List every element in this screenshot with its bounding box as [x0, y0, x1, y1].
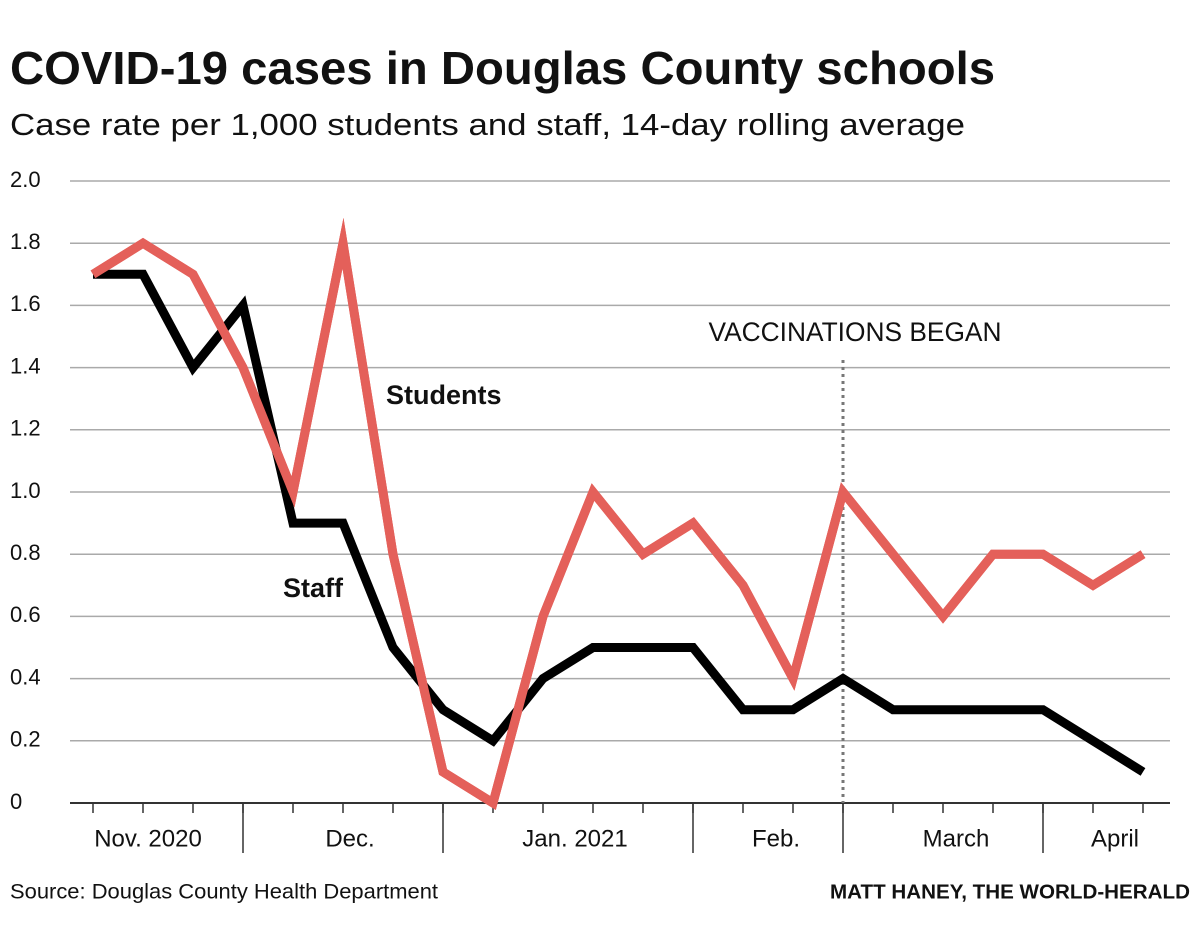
y-tick-label: 1.6 [10, 291, 41, 316]
y-tick-label: 0.6 [10, 602, 41, 627]
y-tick-label: 0 [10, 789, 22, 814]
series-label: Students [386, 380, 502, 410]
x-month-label: Dec. [325, 825, 374, 852]
x-month-label: April [1091, 825, 1139, 852]
y-tick-label: 1.4 [10, 353, 41, 378]
x-month-label: Jan. 2021 [522, 825, 627, 852]
x-month-label: Nov. 2020 [94, 825, 202, 852]
y-tick-label: 1.8 [10, 229, 41, 254]
source: Source: Douglas County Health Department [10, 881, 438, 904]
annotation: VACCINATIONS BEGAN [709, 317, 1002, 347]
y-tick-label: 2.0 [10, 167, 41, 192]
series-label: Staff [283, 573, 344, 603]
chart-title: COVID-19 cases in Douglas County schools [10, 42, 995, 94]
x-month-label: Feb. [752, 825, 800, 852]
y-tick-label: 0.8 [10, 540, 41, 565]
y-tick-label: 1.0 [10, 478, 41, 503]
y-tick-label: 0.4 [10, 664, 41, 689]
x-month-label: March [923, 825, 990, 852]
credit: MATT HANEY, THE WORLD-HERALD [830, 881, 1190, 903]
chart-subtitle: Case rate per 1,000 students and staff, … [10, 107, 965, 142]
series-line [93, 269, 1146, 776]
series-line [90, 217, 1146, 811]
y-tick-label: 1.2 [10, 416, 41, 441]
y-tick-label: 0.2 [10, 727, 41, 752]
